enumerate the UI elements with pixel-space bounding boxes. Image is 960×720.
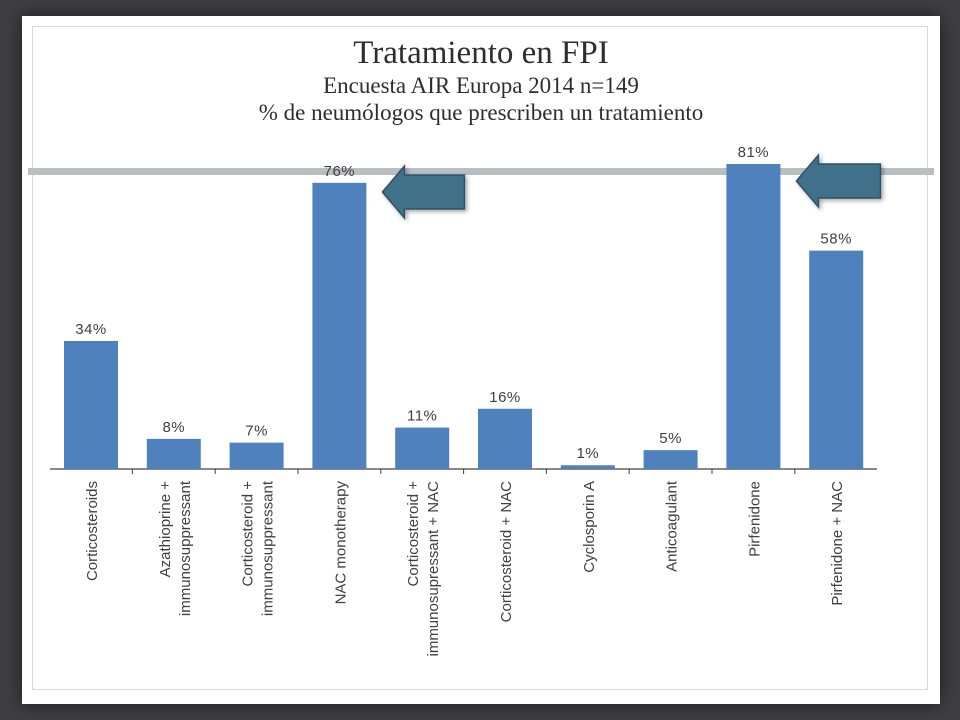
bar-3 bbox=[312, 182, 367, 470]
bar-9 bbox=[809, 250, 864, 469]
slide-subtitle-description: % de neumólogos que prescriben un tratam… bbox=[258, 100, 704, 125]
data-label-0: 34% bbox=[75, 321, 107, 338]
data-label-1: 8% bbox=[162, 419, 185, 436]
category-label-8-0: Pirfenidone bbox=[746, 481, 763, 557]
category-label-0-0: Corticosteroids bbox=[84, 481, 101, 581]
slide: Tratamiento en FPI Encuesta AIR Europa 2… bbox=[22, 16, 940, 704]
category-label-2-1: immunosuppressant bbox=[260, 480, 277, 616]
slide-title: Tratamiento en FPI bbox=[353, 35, 609, 71]
category-label-1-1: immunosuppressant bbox=[177, 480, 194, 616]
bar-2 bbox=[229, 442, 284, 469]
category-label-3-0: NAC monotherapy bbox=[332, 481, 349, 605]
header-divider bbox=[28, 168, 934, 175]
category-label-2-0: Corticosteroid + bbox=[240, 481, 257, 587]
data-label-5: 16% bbox=[489, 389, 521, 406]
bar-5 bbox=[478, 408, 532, 469]
category-label-4-0: Corticosteroid + bbox=[405, 481, 422, 587]
category-label-5-0: Corticosteroid + NAC bbox=[498, 481, 515, 622]
data-label-9: 58% bbox=[820, 231, 852, 248]
data-label-3: 76% bbox=[324, 163, 356, 180]
category-label-7-0: Anticoagulant bbox=[664, 480, 681, 572]
category-label-9-0: Pirfenidone + NAC bbox=[829, 481, 846, 606]
category-label-4-1: immunosupressant + NAC bbox=[425, 481, 442, 657]
category-label-1-0: Azathioprine + bbox=[157, 481, 174, 578]
bar-0 bbox=[64, 340, 118, 469]
data-label-6: 1% bbox=[576, 445, 599, 462]
bar-4 bbox=[395, 427, 450, 469]
bar-7 bbox=[643, 450, 698, 469]
data-label-2: 7% bbox=[245, 423, 268, 440]
category-label-6-0: Cyclosporin A bbox=[581, 481, 598, 573]
slide-frame bbox=[32, 26, 928, 690]
bar-6 bbox=[560, 465, 615, 469]
data-label-8: 81% bbox=[738, 144, 770, 161]
bar-1 bbox=[146, 438, 201, 469]
highlight-arrow-1 bbox=[795, 152, 882, 210]
slide-subtitle-survey: Encuesta AIR Europa 2014 n=149 bbox=[323, 73, 639, 98]
highlight-arrow-0 bbox=[381, 163, 466, 221]
data-label-7: 5% bbox=[659, 430, 682, 447]
slide-header: Tratamiento en FPI Encuesta AIR Europa 2… bbox=[22, 34, 940, 126]
data-label-4: 11% bbox=[407, 408, 437, 425]
bar-8 bbox=[726, 164, 781, 469]
